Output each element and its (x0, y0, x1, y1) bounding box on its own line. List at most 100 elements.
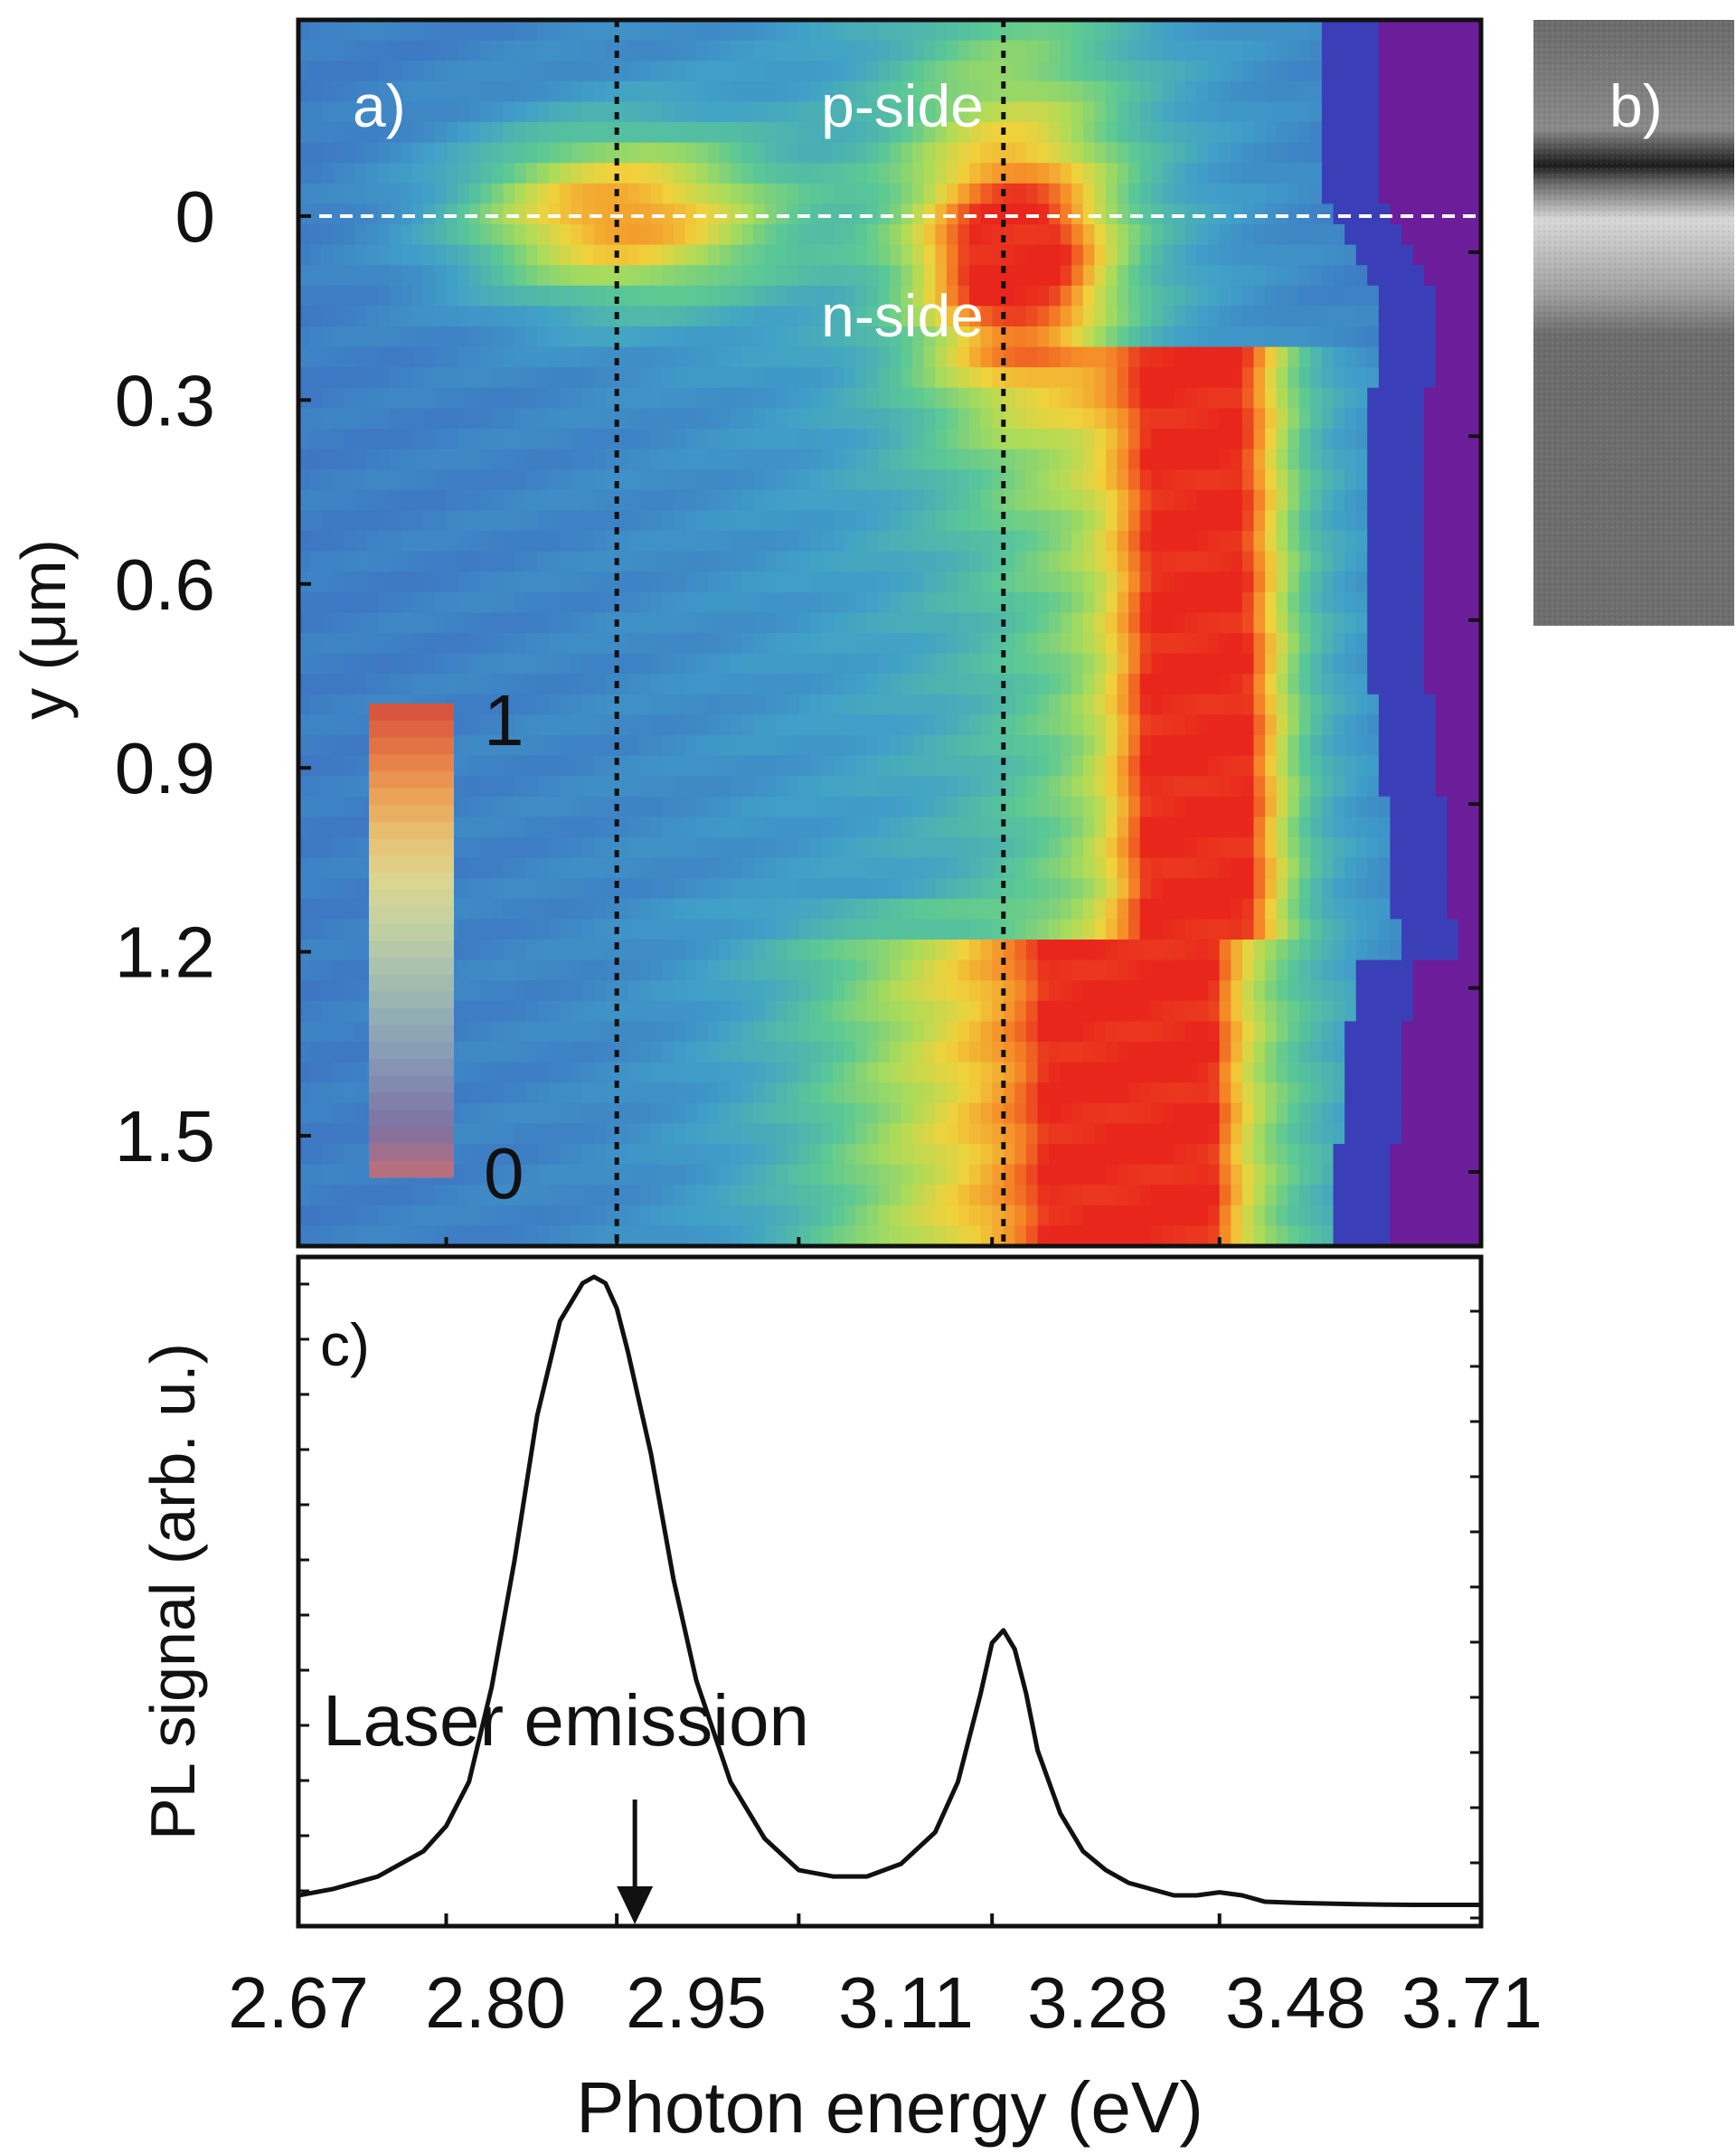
heatmap-cell (1060, 61, 1073, 82)
heatmap-cell (458, 469, 470, 491)
heatmap-cell (1049, 265, 1061, 287)
heatmap-cell (798, 346, 811, 368)
heatmap-cell (321, 40, 334, 61)
heatmap-cell (969, 653, 982, 675)
heatmap-cell (560, 510, 572, 532)
heatmap-cell (1276, 714, 1288, 736)
heatmap-cell (1196, 572, 1209, 593)
heatmap-cell (1469, 285, 1481, 307)
heatmap-cell (844, 674, 857, 695)
heatmap-cell (1219, 735, 1232, 757)
heatmap-cell (1037, 510, 1050, 532)
heatmap-cell (833, 285, 845, 307)
heatmap-cell (617, 837, 629, 859)
heatmap-cell (912, 61, 925, 82)
heatmap-cell (594, 183, 607, 205)
heatmap-cell (855, 285, 868, 307)
heatmap-cell (321, 755, 334, 777)
heatmap-cell (560, 20, 572, 42)
heatmap-cell (411, 40, 425, 61)
heatmap-cell (946, 387, 959, 410)
heatmap-cell (1401, 489, 1414, 512)
heatmap-cell (958, 878, 970, 900)
heatmap-cell (1469, 898, 1481, 921)
heatmap-cell (890, 122, 902, 144)
heatmap-cell (1139, 776, 1153, 798)
heatmap-cell (833, 203, 845, 225)
heatmap-cell (866, 203, 880, 225)
heatmap-cell (662, 265, 675, 287)
heatmap-cell (1037, 755, 1050, 777)
heatmap-cell (1014, 837, 1027, 859)
heatmap-cell (1253, 80, 1266, 103)
heatmap-cell (560, 367, 572, 389)
heatmap-cell (366, 591, 379, 614)
heatmap-cell (1219, 612, 1232, 634)
heatmap-cell (650, 80, 664, 103)
heatmap-cell (992, 142, 1005, 164)
heatmap-cell (674, 122, 686, 144)
heatmap-cell (798, 572, 811, 593)
heatmap-cell (309, 694, 322, 716)
heatmap-cell (719, 857, 731, 879)
heatmap-cell (378, 429, 391, 450)
heatmap-cell (1060, 285, 1073, 307)
heatmap-cell (1060, 817, 1073, 838)
heatmap-cell (1117, 326, 1129, 348)
heatmap-cell (674, 40, 686, 61)
heatmap-cell (1185, 80, 1198, 103)
heatmap-cell (458, 244, 470, 266)
heatmap-cell (1174, 142, 1186, 164)
heatmap-cell (639, 449, 652, 470)
heatmap-cell (741, 674, 754, 695)
heatmap-cell (525, 591, 538, 614)
heatmap-cell (309, 122, 322, 144)
heatmap-cell (1378, 326, 1392, 348)
heatmap-cell (1162, 489, 1175, 512)
heatmap-cell (298, 878, 311, 900)
heatmap-cell (912, 408, 925, 430)
heatmap-cell (741, 817, 754, 838)
heatmap-cell (605, 940, 618, 961)
heatmap-cell (650, 940, 664, 961)
heatmap-cell (354, 531, 368, 553)
heatmap-cell (1265, 224, 1278, 246)
heatmap-cell (1094, 61, 1107, 82)
heatmap-cell (844, 898, 857, 921)
heatmap-cell (1276, 817, 1288, 838)
heatmap-cell (901, 817, 913, 838)
heatmap-cell (389, 285, 401, 307)
heatmap-cell (354, 183, 368, 205)
heatmap-cell (946, 633, 959, 655)
heatmap-cell (1162, 959, 1175, 981)
heatmap-cell (514, 857, 527, 879)
heatmap-cell (1253, 898, 1266, 921)
heatmap-cell (650, 796, 664, 818)
heatmap-cell (434, 265, 448, 287)
heatmap-cell (525, 755, 538, 777)
heatmap-cell (958, 40, 970, 61)
heatmap-cell (1162, 346, 1175, 368)
heatmap-cell (1082, 674, 1096, 695)
heatmap-cell (1151, 163, 1164, 184)
heatmap-cell (1071, 755, 1084, 777)
heatmap-cell (741, 980, 754, 1002)
heatmap-cell (730, 80, 743, 103)
heatmap-cell (741, 510, 754, 532)
heatmap-cell (1310, 265, 1323, 287)
heatmap-cell (1469, 857, 1481, 879)
heatmap-cell (1458, 510, 1471, 532)
heatmap-cell (1367, 408, 1380, 430)
heatmap-cell (514, 837, 527, 859)
heatmap-cell (1469, 959, 1481, 981)
heatmap-cell (423, 163, 436, 184)
heatmap-cell (1196, 591, 1209, 614)
heatmap-cell (1333, 878, 1345, 900)
heatmap-cell (1355, 857, 1369, 879)
heatmap-cell (650, 265, 664, 287)
heatmap-cell (787, 612, 800, 634)
heatmap-cell (674, 796, 686, 818)
heatmap-cell (1401, 919, 1414, 940)
heatmap-cell (1469, 591, 1481, 614)
heatmap-cell (798, 735, 811, 757)
